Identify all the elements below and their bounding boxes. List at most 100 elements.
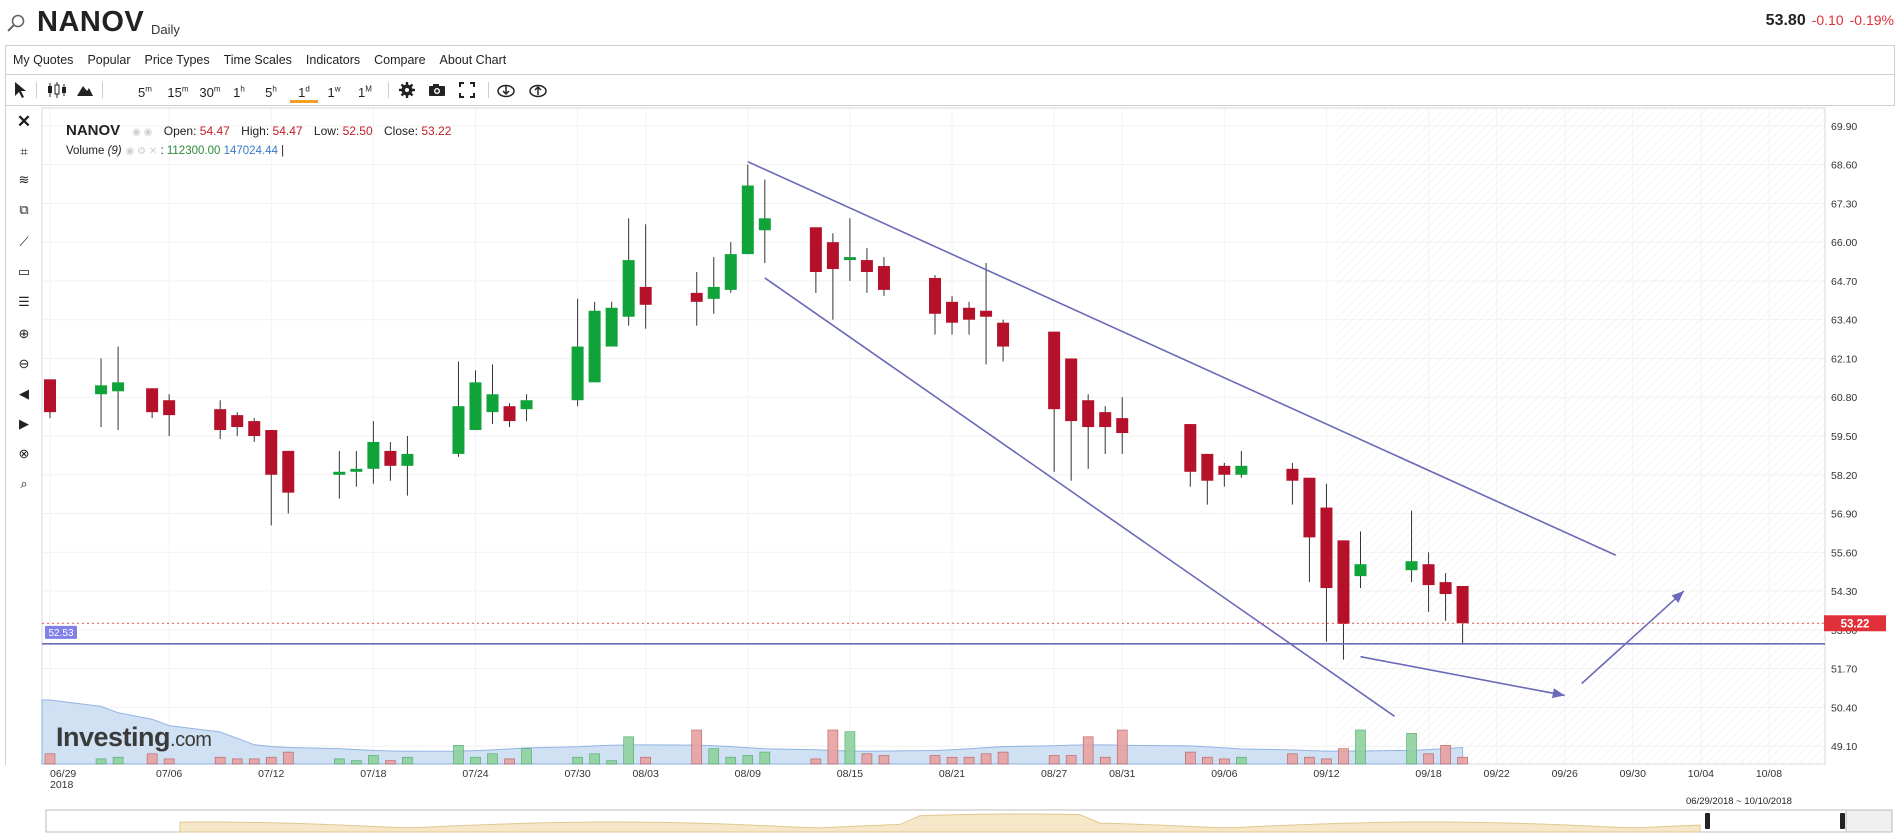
- candle-body: [1201, 453, 1214, 481]
- volume-bar: [759, 751, 771, 765]
- candle-body: [605, 307, 618, 347]
- volume-bar: [606, 760, 617, 765]
- date-tick-label: 06/29: [50, 768, 76, 780]
- volume-bar: [1236, 756, 1247, 765]
- legend-high: 54.47: [272, 124, 303, 138]
- date-tick-label: 08/09: [735, 768, 761, 780]
- trend-drawings[interactable]: [42, 160, 1825, 717]
- volume-bar: [640, 756, 651, 765]
- timeframe-1h[interactable]: 1h: [233, 85, 245, 101]
- rectangle-tool-icon[interactable]: ▭: [17, 264, 31, 279]
- copy-tool-icon[interactable]: ⧉: [19, 202, 29, 217]
- eye-icon[interactable]: ◉ ◉: [132, 127, 153, 138]
- cursor-arrow-icon[interactable]: [12, 80, 28, 100]
- line-tool-icon[interactable]: ⟋: [19, 234, 29, 249]
- candle-body: [1286, 468, 1299, 481]
- lines-tool-icon[interactable]: ☰: [18, 294, 30, 309]
- timeframe-1M[interactable]: 1M: [358, 85, 372, 101]
- timeframe-5h[interactable]: 5h: [265, 85, 277, 101]
- candle-body: [758, 218, 771, 231]
- candle-body: [741, 185, 754, 255]
- zoom-in-icon[interactable]: ⊕: [18, 326, 30, 341]
- candle-body: [1354, 564, 1367, 577]
- candle-body: [877, 266, 890, 290]
- search-icon[interactable]: [6, 14, 26, 34]
- symbol-title: NANOV: [37, 6, 145, 38]
- candle-body: [112, 382, 125, 392]
- volume-bar: [1219, 758, 1230, 765]
- candle-body: [231, 415, 244, 428]
- candle-body: [690, 292, 703, 302]
- date-tick-label: 10/04: [1688, 768, 1714, 780]
- menu-compare[interactable]: Compare: [374, 53, 426, 67]
- candle-body: [929, 277, 942, 314]
- candle-body: [1065, 358, 1078, 422]
- volume-bar: [963, 756, 975, 765]
- level-badge-text: 52.53: [48, 628, 73, 639]
- candle-body: [146, 388, 159, 413]
- menu-time-scales[interactable]: Time Scales: [223, 53, 292, 67]
- volume-bar: [1355, 729, 1366, 765]
- date-tick-label: 07/12: [258, 768, 284, 780]
- volume-bar: [231, 758, 243, 765]
- volume-bar: [980, 753, 992, 765]
- price-tick-label: 67.30: [1831, 198, 1857, 210]
- menu-price-types[interactable]: Price Types: [144, 53, 210, 67]
- timeframe-15m[interactable]: 15m: [167, 85, 189, 101]
- date-tick-label: 09/06: [1211, 768, 1237, 780]
- legend-close: 53.22: [421, 124, 452, 138]
- candle-body: [350, 468, 363, 472]
- navigator-handle-left: [1705, 813, 1710, 829]
- navigator-bar[interactable]: [45, 809, 1893, 833]
- cloud-upload-icon[interactable]: [528, 80, 548, 100]
- magnet-icon[interactable]: ⊗: [18, 446, 30, 461]
- candle-body: [452, 406, 465, 454]
- timeframe-30m[interactable]: 30m: [199, 85, 221, 101]
- price-tick-label: 68.60: [1831, 160, 1857, 172]
- last-price-badge-text: 53.22: [1841, 618, 1870, 630]
- fullscreen-icon[interactable]: [458, 80, 476, 100]
- menu-popular[interactable]: Popular: [87, 53, 131, 67]
- close-icon[interactable]: ✕: [16, 112, 32, 131]
- volume-bar: [997, 751, 1009, 765]
- candle-body: [843, 257, 856, 261]
- zoom-out-icon[interactable]: ⊖: [18, 356, 30, 371]
- fib-tool-icon[interactable]: ≋: [18, 172, 30, 187]
- date-tick-label: 08/31: [1109, 768, 1135, 780]
- date-tick-label: 09/22: [1484, 768, 1510, 780]
- timeframe-1d[interactable]: 1d: [290, 80, 318, 103]
- candle-body: [333, 471, 346, 475]
- price-tick-label: 56.90: [1831, 509, 1857, 521]
- top-bar: NANOV Daily 53.80 -0.10 -0.19%: [0, 0, 1904, 44]
- cloud-download-icon[interactable]: [496, 80, 516, 100]
- timeframe-5m[interactable]: 5m: [138, 85, 152, 101]
- mountain-icon[interactable]: [76, 80, 94, 100]
- price-tick-label: 64.70: [1831, 276, 1857, 288]
- settings-gear-icon[interactable]: [398, 80, 416, 100]
- timeframe-1w[interactable]: 1w: [327, 85, 341, 101]
- next-icon[interactable]: ▶: [19, 416, 29, 431]
- volume-bar: [402, 756, 413, 765]
- chart-toolbar: 5m 15m 30m 1h 5h 1d 1w 1M: [5, 74, 1895, 106]
- sound-icon[interactable]: ◀: [19, 386, 29, 401]
- price-tick-label: 66.00: [1831, 237, 1857, 249]
- volume-bar: [1202, 756, 1213, 765]
- candles-icon[interactable]: [46, 80, 68, 100]
- candle-body: [809, 227, 822, 272]
- volume-legend: Volume (9) ◉ ⚙ ✕ : 112300.00 147024.44 |: [66, 145, 285, 157]
- up-arrow-head: [1671, 591, 1684, 603]
- menu-about-chart[interactable]: About Chart: [439, 53, 507, 67]
- eye-icon[interactable]: ◉ ⚙ ✕: [125, 146, 158, 157]
- candle-body: [980, 310, 993, 317]
- menu-indicators[interactable]: Indicators: [305, 53, 361, 67]
- candle-body: [826, 242, 839, 270]
- search-tool-icon[interactable]: ⌕: [20, 476, 28, 491]
- volume-bar: [453, 744, 464, 765]
- menu-my-quotes[interactable]: My Quotes: [13, 53, 74, 67]
- cross-tool-icon[interactable]: ⌗: [20, 144, 28, 159]
- camera-icon[interactable]: [428, 80, 446, 100]
- date-tick-label: 07/30: [564, 768, 590, 780]
- volume-bar: [334, 758, 345, 765]
